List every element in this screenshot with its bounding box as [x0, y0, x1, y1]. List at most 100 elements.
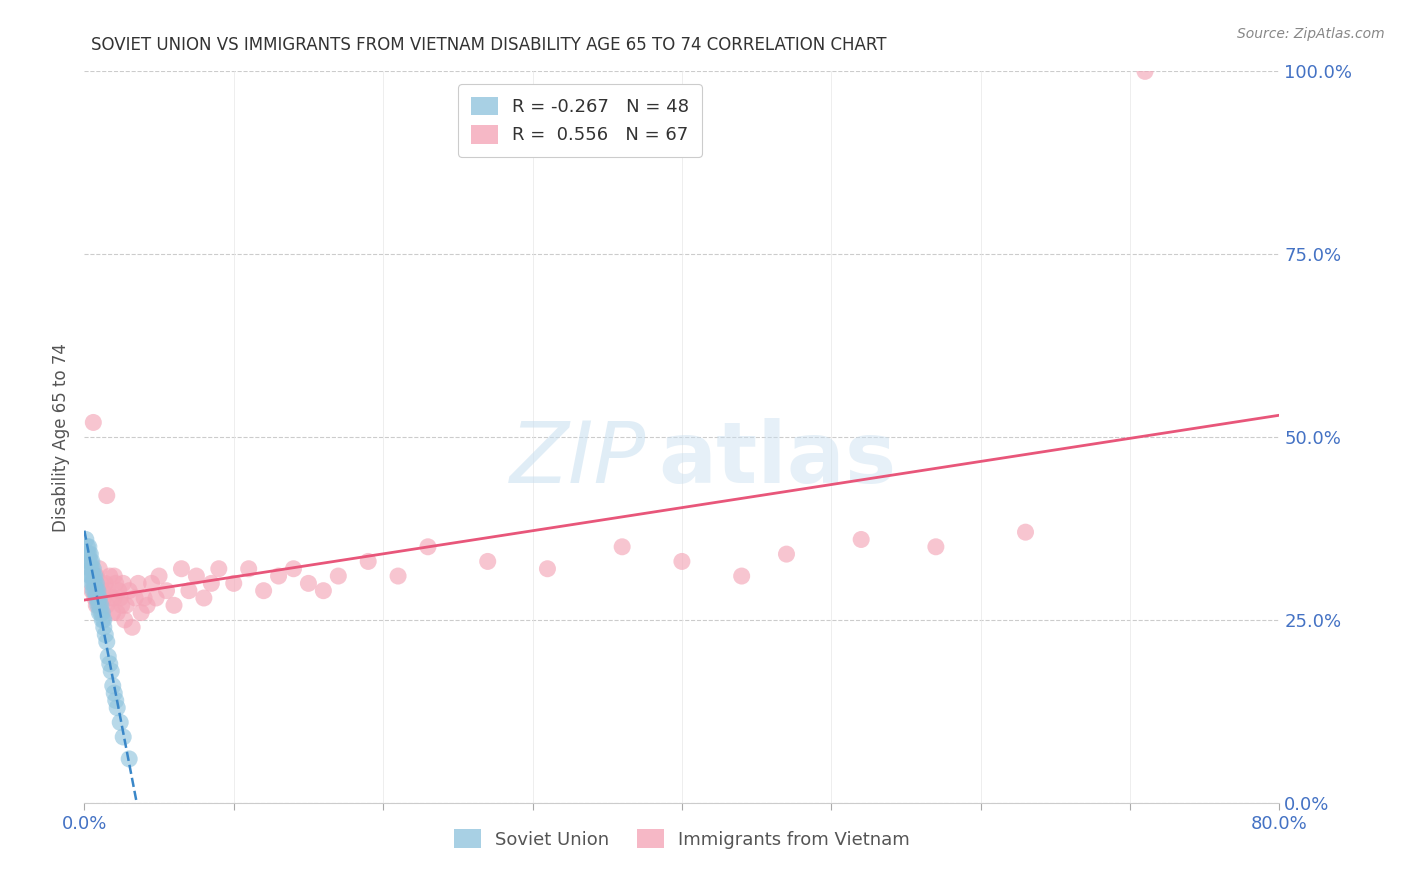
Point	[110, 715, 132, 730]
Point	[96, 599, 118, 613]
Point	[79, 554, 101, 568]
Point	[925, 540, 948, 554]
Point	[89, 606, 111, 620]
Point	[90, 599, 112, 613]
Point	[145, 591, 167, 605]
Point	[93, 620, 115, 634]
Point	[132, 591, 156, 605]
Point	[118, 752, 141, 766]
Point	[82, 569, 104, 583]
Point	[100, 664, 122, 678]
Point	[97, 649, 120, 664]
Point	[186, 569, 208, 583]
Point	[253, 583, 276, 598]
Point	[163, 599, 186, 613]
Point	[80, 554, 103, 568]
Point	[110, 591, 132, 605]
Point	[89, 599, 111, 613]
Point	[222, 576, 245, 591]
Point	[101, 606, 124, 620]
Point	[79, 569, 101, 583]
Point	[129, 606, 152, 620]
Point	[155, 583, 177, 598]
Point	[612, 540, 634, 554]
Point	[141, 576, 163, 591]
Point	[107, 583, 129, 598]
Point	[86, 591, 108, 605]
Point	[477, 554, 499, 568]
Point	[114, 613, 136, 627]
Point	[1133, 64, 1156, 78]
Point	[416, 540, 439, 554]
Point	[87, 583, 110, 598]
Point	[86, 576, 108, 591]
Point	[90, 576, 112, 591]
Point	[86, 599, 108, 613]
Point	[1014, 525, 1036, 540]
Point	[177, 583, 200, 598]
Point	[111, 599, 134, 613]
Point	[89, 599, 111, 613]
Point	[98, 569, 121, 583]
Point	[121, 620, 143, 634]
Point	[267, 569, 290, 583]
Point	[118, 583, 141, 598]
Point	[96, 489, 118, 503]
Point	[91, 613, 114, 627]
Point	[82, 416, 104, 430]
Point	[238, 562, 260, 576]
Point	[387, 569, 409, 583]
Point	[312, 583, 335, 598]
Point	[851, 533, 873, 547]
Point	[357, 554, 380, 568]
Point	[671, 554, 693, 568]
Point	[87, 583, 110, 598]
Point	[82, 583, 104, 598]
Point	[208, 562, 231, 576]
Point	[87, 599, 110, 613]
Point	[89, 562, 111, 576]
Point	[76, 547, 98, 561]
Point	[775, 547, 797, 561]
Point	[79, 562, 101, 576]
Point	[103, 569, 125, 583]
Point	[127, 576, 149, 591]
Point	[297, 576, 319, 591]
Point	[93, 613, 115, 627]
Point	[200, 576, 222, 591]
Point	[94, 576, 117, 591]
Point	[112, 576, 135, 591]
Point	[80, 569, 103, 583]
Point	[97, 583, 120, 598]
Point	[89, 591, 111, 605]
Text: ZIP: ZIP	[510, 417, 647, 500]
Point	[148, 569, 170, 583]
Point	[80, 562, 103, 576]
Point	[100, 591, 122, 605]
Point	[96, 635, 118, 649]
Point	[83, 576, 105, 591]
Y-axis label: Disability Age 65 to 74: Disability Age 65 to 74	[52, 343, 70, 532]
Point	[98, 657, 121, 671]
Point	[83, 591, 105, 605]
Point	[91, 583, 114, 598]
Point	[82, 576, 104, 591]
Point	[283, 562, 305, 576]
Point	[83, 569, 105, 583]
Point	[103, 686, 125, 700]
Point	[536, 562, 558, 576]
Point	[76, 540, 98, 554]
Point	[94, 627, 117, 641]
Point	[77, 547, 100, 561]
Point	[103, 591, 125, 605]
Point	[104, 693, 127, 707]
Text: SOVIET UNION VS IMMIGRANTS FROM VIETNAM DISABILITY AGE 65 TO 74 CORRELATION CHAR: SOVIET UNION VS IMMIGRANTS FROM VIETNAM …	[91, 36, 887, 54]
Point	[77, 540, 100, 554]
Point	[328, 569, 350, 583]
Point	[136, 599, 159, 613]
Point	[93, 591, 115, 605]
Point	[80, 576, 103, 591]
Point	[82, 562, 104, 576]
Point	[193, 591, 215, 605]
Point	[105, 606, 128, 620]
